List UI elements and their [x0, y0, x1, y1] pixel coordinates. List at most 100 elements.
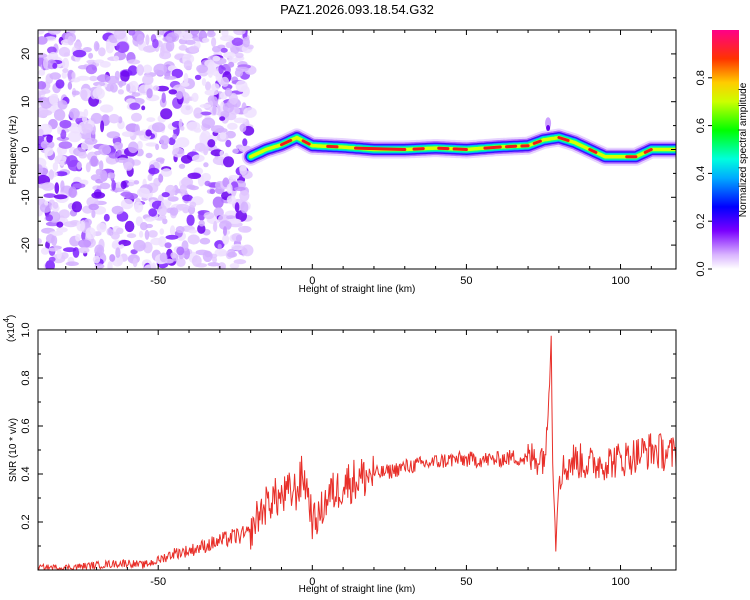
spectrogram-noise-blob [228, 61, 235, 68]
spectrogram-noise-blob [119, 244, 125, 249]
spectrogram-noise-blob [143, 45, 157, 53]
spectrogram-noise-blob [180, 104, 194, 115]
spectrogram-ridge-peak [483, 145, 502, 150]
colorbar-label: Normalized spectral amplitude [738, 82, 749, 217]
spectrogram-noise-blob [55, 79, 65, 89]
spectrogram-noise-blob [228, 92, 239, 105]
spectrogram-ylabel: Frequency (Hz) [8, 116, 19, 185]
spectrogram-xtick-label: 0 [309, 275, 315, 287]
snr-xlabel: Height of straight line (km) [299, 584, 416, 595]
spectrogram-noise-blob [123, 161, 133, 171]
spectrogram-noise-blob [120, 180, 127, 190]
spectrogram-noise-blob [77, 65, 89, 70]
spectrogram-noise-blob [148, 230, 158, 238]
spectrogram-noise-blob [194, 113, 203, 119]
spectrogram-noise-blob [159, 228, 165, 235]
spectrogram-noise-blob [110, 231, 120, 240]
spectrogram-noise-blob [151, 122, 166, 133]
spectrogram-noise-blob [93, 81, 106, 87]
spectrogram-noise-blob [120, 198, 134, 210]
spectrogram-noise-blob [128, 80, 139, 92]
spectrogram-noise-blob [45, 221, 60, 227]
spectrogram-noise-blob [40, 140, 55, 150]
spectrogram-noise-blob [233, 30, 246, 36]
spectrogram-noise-blob [180, 154, 193, 164]
spectrogram-noise-blob [158, 173, 164, 183]
spectrogram-noise-blob [38, 69, 46, 76]
spectrogram-noise-blob [160, 108, 173, 120]
spectrogram-noise-blob [210, 83, 220, 91]
spectrogram-noise-blob [48, 169, 55, 180]
spectrogram-noise-blob [59, 160, 65, 166]
spectrogram-noise-blob [52, 62, 58, 69]
spectrogram-noise-blob [38, 106, 49, 118]
spectrogram-noise-blob [52, 201, 59, 209]
spectrogram-noise-blob [235, 80, 248, 92]
spectrogram-noise-blob [144, 217, 155, 222]
spectrogram-noise-blob [131, 92, 141, 97]
spectrogram-noise-blob [239, 123, 247, 133]
snr-ytick-label: 0.2 [20, 514, 32, 529]
spectrogram-noise-blob [143, 264, 157, 269]
spectrogram-noise-blob [108, 152, 120, 159]
spectrogram-noise-blob [72, 49, 87, 58]
spectrogram-noise-blob [116, 157, 129, 163]
spectrogram-noise-blob [99, 104, 114, 113]
snr-ytick-label: 1.0 [20, 322, 32, 337]
spectrogram-noise-blob [196, 64, 209, 74]
spectrogram-noise-blob [199, 103, 212, 109]
spectrogram-noise-blob [162, 218, 168, 225]
spectrogram-noise-blob [223, 156, 234, 168]
spectrogram-noise-blob [235, 52, 244, 59]
spectrogram-noise-blob [150, 237, 163, 246]
spectrogram-noise-blob [52, 162, 59, 172]
spectrogram-noise-blob [172, 133, 178, 140]
spectrogram-noise-blob [44, 147, 54, 157]
spectrogram-noise-blob [199, 237, 211, 245]
spectrogram-noise-blob [240, 201, 249, 214]
spectrogram-noise-blob [194, 142, 206, 152]
spectrogram-noise-blob [144, 229, 150, 240]
spectrogram-noise-blob [57, 126, 62, 135]
spectrogram-noise-blob [133, 180, 140, 185]
spectrogram-noise-blob [78, 247, 90, 254]
spectrogram-noise-blob [69, 108, 80, 120]
spectrogram-noise-blob [117, 80, 127, 87]
colorbar-tick-label: 0.8 [695, 70, 707, 85]
spectrogram-ytick-label: 0 [20, 146, 32, 152]
spectrogram-noise-blob [111, 205, 124, 215]
spectrogram-noise-blob [145, 142, 158, 147]
colorbar-tick-label: 0.0 [695, 261, 707, 276]
spectrogram-noise-blob [107, 261, 113, 269]
spectrogram-noise-blob [88, 203, 99, 211]
spectrogram-noise-blob [80, 89, 88, 100]
spectrogram-noise-blob [140, 222, 148, 231]
spectrogram-noise-blob [241, 170, 253, 179]
spectrogram-noise-blob [128, 141, 139, 154]
colorbar-tick-label: 0.2 [695, 214, 707, 229]
spectrogram-noise-blob [38, 36, 48, 45]
spectrogram-noise-blob [39, 202, 52, 213]
spectrogram-noise-blob [113, 30, 127, 40]
spectrogram-xtick-label: 100 [611, 275, 629, 287]
spectrogram-noise-blob [158, 204, 168, 216]
spectrogram-noise-blob [235, 66, 249, 72]
spectrogram-noise-blob [152, 38, 159, 49]
spectrogram-noise-blob [38, 238, 42, 245]
spectrogram-noise-blob [222, 234, 230, 245]
spectrogram-noise-blob [202, 37, 210, 43]
spectrogram-noise-blob [153, 63, 168, 75]
spectrogram-noise-blob [57, 100, 68, 110]
spectrogram-noise-blob [234, 202, 240, 213]
spectrogram-noise-blob [71, 201, 83, 213]
spectrogram-noise-blob [45, 234, 55, 244]
spectrogram-noise-blob [43, 193, 56, 199]
spectrogram-noise-blob [164, 242, 172, 249]
spectrogram-noise-blob [197, 223, 206, 234]
spectrogram-noise-blob [191, 92, 199, 103]
spectrogram-noise-blob [38, 90, 47, 96]
spectrogram-noise-blob [187, 234, 200, 245]
snr-xtick-label: -50 [150, 576, 166, 588]
spectrogram-noise-blob [219, 220, 232, 231]
spectrogram-noise-blob [78, 152, 88, 159]
